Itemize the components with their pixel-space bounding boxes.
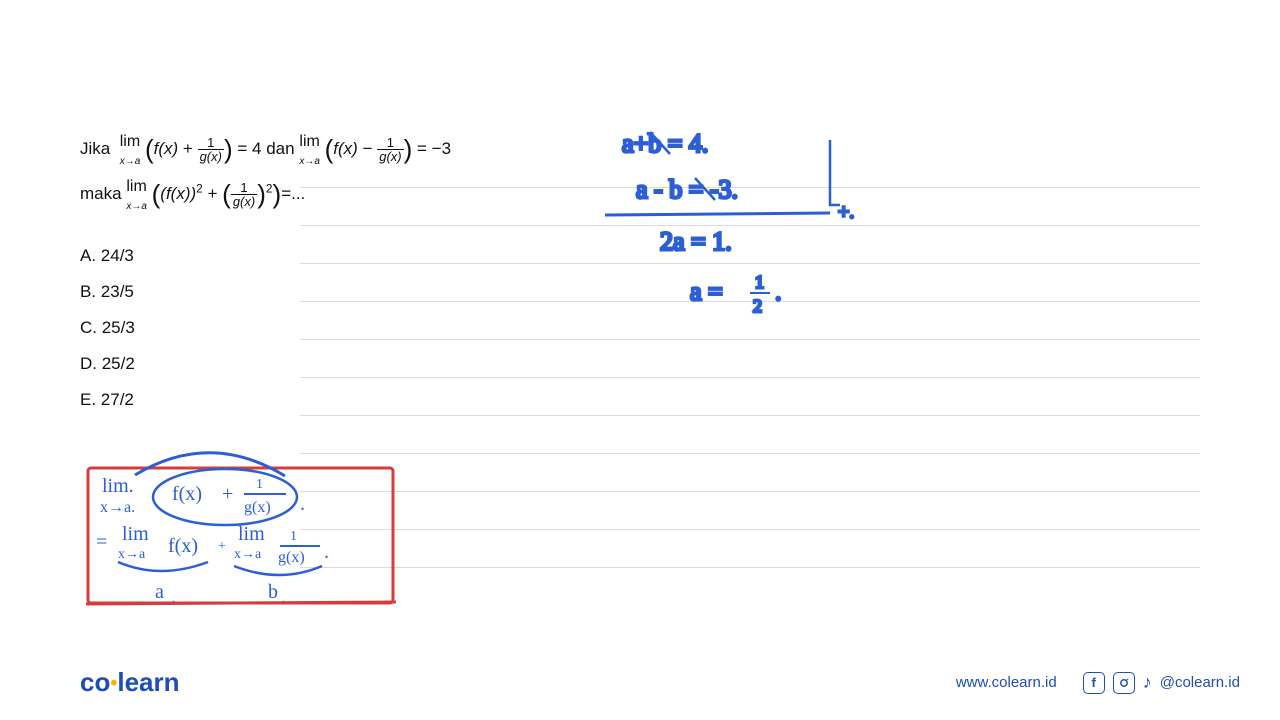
limit1: limx→a — [120, 130, 141, 169]
text-suffix: =... — [281, 184, 305, 203]
red-baseline — [86, 602, 396, 604]
footer-url: www.colearn.id — [956, 674, 1057, 691]
svg-text:+: + — [222, 483, 233, 505]
svg-text:.: . — [282, 591, 285, 605]
frac-den3: g(x) — [233, 194, 255, 209]
svg-text:1: 1 — [256, 477, 263, 492]
frac-num1: 1 — [198, 136, 224, 150]
svg-text:=: = — [96, 531, 107, 553]
svg-text:f(x): f(x) — [172, 483, 202, 505]
problem-line2: maka limx→a ((f(x))2 + (1g(x))2)=... — [80, 175, 1200, 214]
svg-text:x→a: x→a — [234, 547, 262, 562]
text-jika: Jika — [80, 139, 110, 158]
valm3: −3 — [432, 139, 451, 158]
option-e[interactable]: E. 27/2 — [80, 382, 1200, 418]
logo-co: co — [80, 667, 110, 697]
option-c[interactable]: C. 25/3 — [80, 310, 1200, 346]
svg-text:f(x): f(x) — [168, 535, 198, 557]
svg-text:+: + — [218, 539, 226, 554]
option-a[interactable]: A. 24/3 — [80, 238, 1200, 274]
footer-right: www.colearn.id f ♪ @colearn.id — [956, 672, 1240, 694]
footer: co•learn www.colearn.id f ♪ @colearn.id — [80, 667, 1240, 698]
frac-num2: 1 — [377, 136, 403, 150]
option-d[interactable]: D. 25/2 — [80, 346, 1200, 382]
work-text: lim. x→a. f(x) + 1 g(x) . = lim x→a f(x)… — [96, 475, 329, 605]
frac-num3: 1 — [231, 181, 257, 195]
svg-text:1: 1 — [290, 529, 297, 544]
svg-text:x→a: x→a — [118, 547, 146, 562]
svg-text:b: b — [268, 581, 278, 603]
option-b[interactable]: B. 23/5 — [80, 274, 1200, 310]
footer-handle: @colearn.id — [1160, 674, 1240, 691]
logo: co•learn — [80, 667, 180, 698]
svg-text:.: . — [172, 591, 175, 605]
frac-den2: g(x) — [379, 149, 401, 164]
val4: 4 — [252, 139, 261, 158]
problem-block: Jika limx→a (f(x) + 1g(x)) = 4 dan limx→… — [80, 130, 1200, 418]
text-maka: maka — [80, 184, 122, 203]
tiktok-icon: ♪ — [1143, 672, 1152, 693]
fx1: f(x) — [154, 139, 179, 158]
text-dan: dan — [266, 139, 294, 158]
fxsq: (f(x)) — [160, 184, 196, 203]
svg-text:lim: lim — [238, 523, 265, 545]
logo-learn: learn — [117, 667, 179, 697]
facebook-icon: f — [1083, 672, 1105, 694]
problem-line1: Jika limx→a (f(x) + 1g(x)) = 4 dan limx→… — [80, 130, 1200, 169]
svg-text:a: a — [155, 581, 164, 603]
limit3: limx→a — [126, 175, 147, 214]
svg-text:x→a.: x→a. — [100, 499, 135, 516]
frac-den1: g(x) — [200, 149, 222, 164]
fx2: f(x) — [333, 139, 358, 158]
limit2: limx→a — [299, 130, 320, 169]
social-icons: f ♪ @colearn.id — [1083, 672, 1240, 694]
svg-text:lim: lim — [122, 523, 149, 545]
svg-text:lim.: lim. — [102, 475, 134, 497]
svg-text:g(x): g(x) — [244, 499, 271, 516]
options-list: A. 24/3 B. 23/5 C. 25/3 D. 25/2 E. 27/2 — [80, 238, 1200, 418]
instagram-icon — [1113, 672, 1135, 694]
